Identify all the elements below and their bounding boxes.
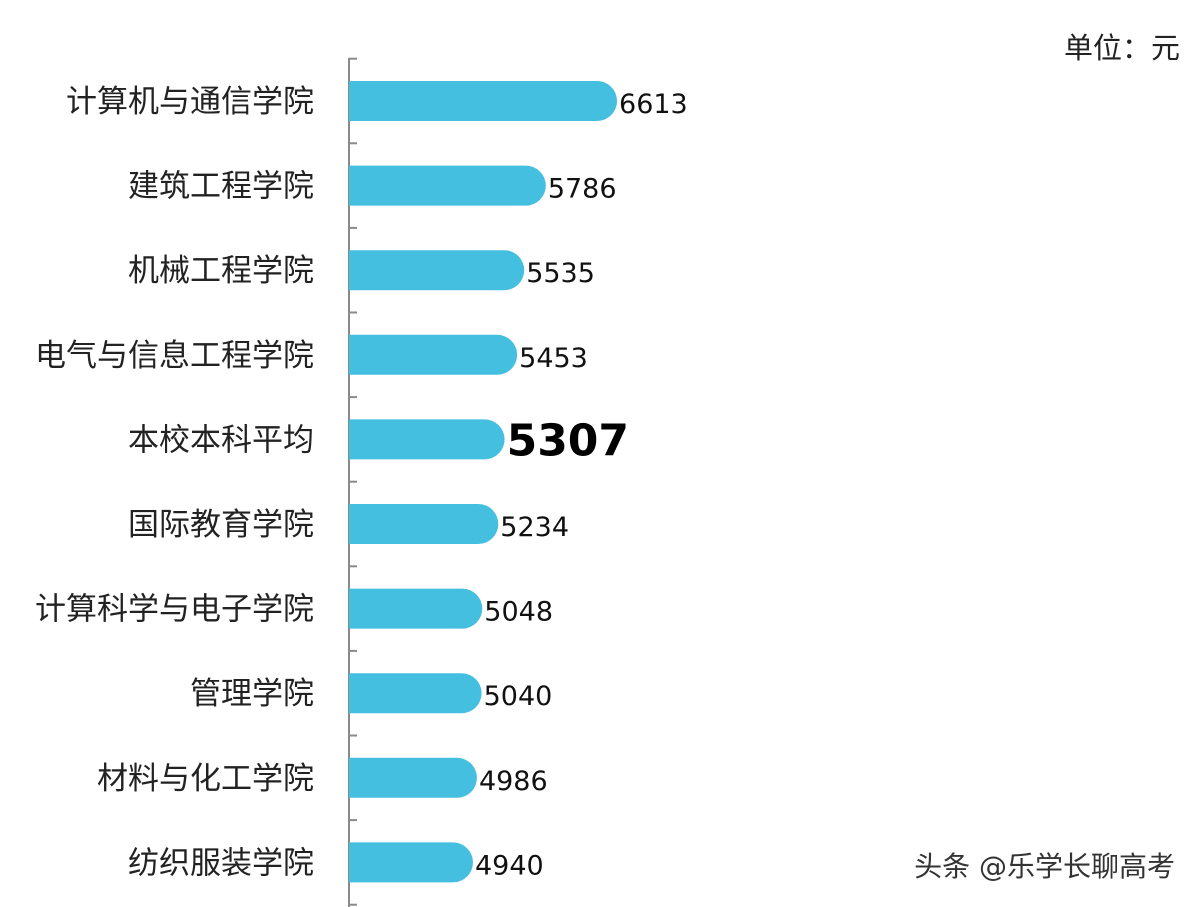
category-label: 纺织服装学院: [128, 845, 314, 881]
bar: [349, 81, 618, 121]
bar: [349, 673, 482, 714]
value-labels-group: 6613 5786 5535 5453 5307 5234 5048 5040 4986 4940: [475, 89, 688, 881]
data-label: 5786: [548, 174, 617, 205]
data-label: 5453: [519, 343, 588, 374]
data-label: 6613: [619, 89, 688, 120]
category-label: 本校本科平均: [128, 422, 314, 458]
category-label: 计算科学与电子学院: [35, 592, 314, 628]
category-label: 材料与化工学院: [97, 761, 314, 797]
category-label: 管理学院: [190, 676, 314, 712]
bar: [349, 504, 499, 544]
bar: [349, 334, 518, 375]
data-label: 5535: [526, 258, 595, 289]
data-label: 4940: [475, 850, 544, 881]
bar: [349, 250, 525, 291]
data-label: 5048: [484, 597, 553, 628]
bar: [349, 757, 477, 798]
data-label: 5234: [500, 512, 569, 543]
category-label: 国际教育学院: [128, 507, 314, 543]
category-label: 建筑工程学院: [128, 169, 314, 205]
data-label: 5307: [507, 415, 629, 466]
watermark-text: 头条 @乐学长聊高考: [914, 850, 1175, 883]
bars-group: [349, 81, 618, 883]
bar: [349, 165, 546, 206]
data-label: 4986: [479, 766, 548, 797]
unit-label: 单位：元: [1064, 31, 1180, 65]
bar: [349, 419, 505, 460]
category-label: 机械工程学院: [128, 253, 314, 289]
bar: [349, 842, 473, 883]
category-label: 计算机与通信学院: [66, 84, 314, 120]
bar: [349, 588, 483, 629]
data-label: 5040: [484, 681, 553, 712]
category-labels-group: 计算机与通信学院建筑工程学院机械工程学院电气与信息工程学院本校本科平均国际教育学…: [35, 84, 314, 881]
category-label: 电气与信息工程学院: [35, 338, 314, 374]
